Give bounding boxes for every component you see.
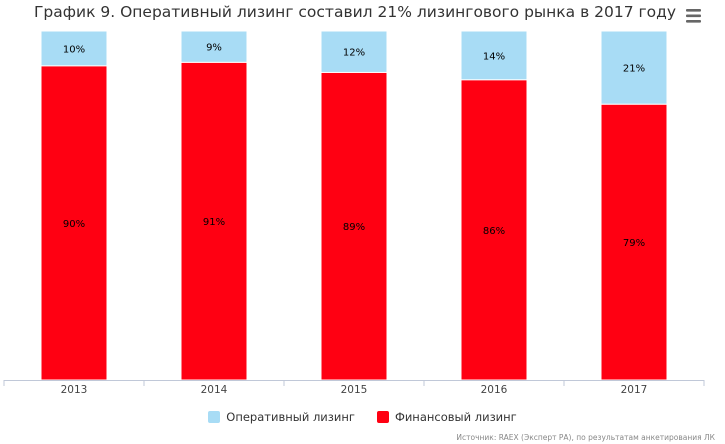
- legend-swatch-financial: [376, 411, 389, 423]
- legend-label-financial: Финансовый лизинг: [394, 410, 517, 424]
- x-tick-label-2016: 2016: [481, 384, 508, 396]
- bar-financial-2013: [40, 65, 108, 381]
- bar-operational-2014: [180, 30, 248, 63]
- data-label-operational-2015: 12%: [343, 48, 365, 59]
- source-note: Источник: RAEX (Эксперт РА), по результа…: [456, 433, 715, 442]
- bar-financial-2015: [320, 71, 388, 381]
- bar-operational-2017: [600, 30, 668, 105]
- data-label-operational-2016: 14%: [483, 51, 505, 62]
- data-label-financial-2013: 90%: [63, 219, 85, 230]
- legend-label-operational: Оперативный лизинг: [226, 410, 355, 424]
- data-label-operational-2014: 9%: [206, 43, 222, 54]
- bar-operational-2013: [40, 30, 108, 67]
- bar-financial-2014: [180, 61, 248, 381]
- chart-menu-button[interactable]: [683, 6, 707, 26]
- data-label-financial-2015: 89%: [343, 222, 365, 233]
- legend-swatch-operational: [208, 411, 221, 423]
- data-label-operational-2017: 21%: [623, 64, 645, 75]
- data-label-financial-2017: 79%: [623, 238, 645, 249]
- legend: Оперативный лизинг Финансовый лизинг: [0, 408, 725, 426]
- data-label-financial-2016: 86%: [483, 226, 505, 237]
- bar-operational-2015: [320, 30, 388, 73]
- chart-title: График 9. Оперативный лизинг составил 21…: [33, 3, 677, 21]
- bar-financial-2017: [600, 103, 668, 381]
- bar-financial-2016: [460, 79, 528, 381]
- hamburger-menu-icon: [686, 9, 701, 23]
- legend-item-operational[interactable]: Оперативный лизинг: [208, 410, 355, 424]
- legend-item-financial[interactable]: Финансовый лизинг: [376, 410, 517, 424]
- x-tick-label-2013: 2013: [61, 384, 88, 396]
- x-tick-label-2017: 2017: [621, 384, 648, 396]
- data-label-operational-2013: 10%: [63, 44, 85, 55]
- bar-operational-2016: [460, 30, 528, 81]
- x-tick-label-2014: 2014: [201, 384, 228, 396]
- x-tick-label-2015: 2015: [341, 384, 368, 396]
- data-label-financial-2014: 91%: [203, 217, 225, 228]
